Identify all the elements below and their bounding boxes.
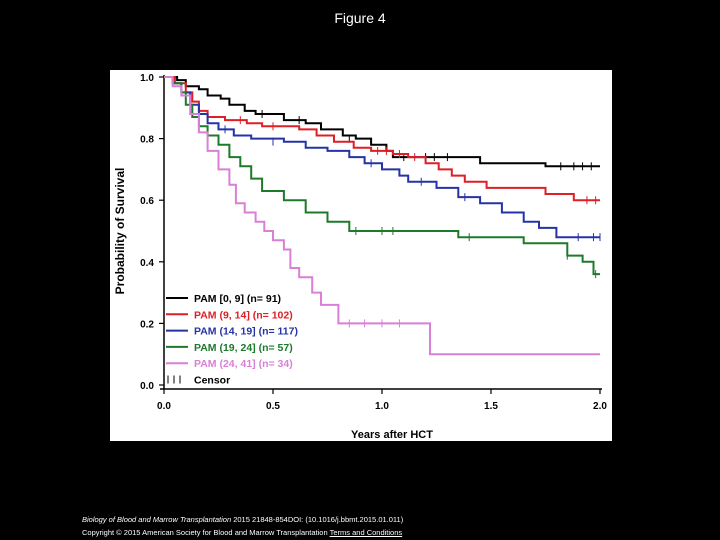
series-1: [164, 76, 600, 171]
x-tick-label: 0.0: [157, 401, 171, 412]
slide-title: Figure 4: [334, 10, 386, 26]
series-lines: [164, 76, 601, 356]
x-tick-label: 1.5: [484, 401, 498, 412]
terms-and-conditions-link[interactable]: Terms and Conditions: [329, 528, 403, 537]
survival-line: [164, 76, 600, 276]
legend-label: PAM (19, 24] (n= 57): [194, 342, 293, 354]
y-tick-label: 0.0: [140, 381, 154, 392]
series-3: [164, 76, 601, 242]
x-tick-label: 1.0: [375, 401, 389, 412]
figure-panel: 0.0 0.2 0.4 0.6 0.8 1.0 0.0 0.5 1.0 1.5 2.0 Years a…: [110, 70, 612, 441]
survival-chart: 0.0 0.2 0.4 0.6 0.8 1.0 0.0 0.5 1.0 1.5 2.0 Years a…: [113, 73, 607, 441]
y-tick-label: 0.2: [140, 319, 154, 330]
legend-label: PAM [0, 9] (n= 91): [194, 293, 281, 305]
y-axis-title: Probability of Survival: [113, 168, 127, 295]
copyright-line: Copyright © 2015 American Society for Bl…: [82, 528, 402, 537]
legend-label: PAM (14, 19] (n= 117): [194, 326, 298, 338]
legend-censor-label: Censor: [194, 375, 230, 387]
survival-line: [164, 76, 600, 356]
x-axis-title: Years after HCT: [351, 429, 433, 441]
x-tick-label: 0.5: [266, 401, 280, 412]
y-tick-label: 0.4: [140, 258, 154, 269]
series-4: [164, 76, 600, 279]
y-tick-label: 1.0: [140, 73, 154, 84]
survival-line: [164, 76, 600, 239]
series-5: [164, 76, 600, 356]
y-tick-label: 0.8: [140, 135, 154, 146]
legend-label: PAM (9, 14] (n= 102): [194, 309, 293, 321]
legend-label: PAM (24, 41] (n= 34): [194, 358, 293, 370]
journal-name: Biology of Blood and Marrow Transplantat…: [82, 515, 232, 524]
legend: PAM [0, 9] (n= 91) PAM (9, 14] (n= 102) PA…: [166, 293, 298, 387]
citation-details: 2015 21848-854DOI: (10.1016/j.bbmt.2015.…: [231, 515, 404, 524]
survival-line: [164, 76, 600, 168]
axes: 0.0 0.2 0.4 0.6 0.8 1.0 0.0 0.5 1.0 1.5 2.0 Years a…: [113, 73, 607, 441]
copyright-text: Copyright © 2015 American Society for Bl…: [82, 528, 330, 537]
y-tick-label: 0.6: [140, 196, 154, 207]
x-tick-label: 2.0: [593, 401, 607, 412]
citation-line: Biology of Blood and Marrow Transplantat…: [82, 515, 403, 524]
